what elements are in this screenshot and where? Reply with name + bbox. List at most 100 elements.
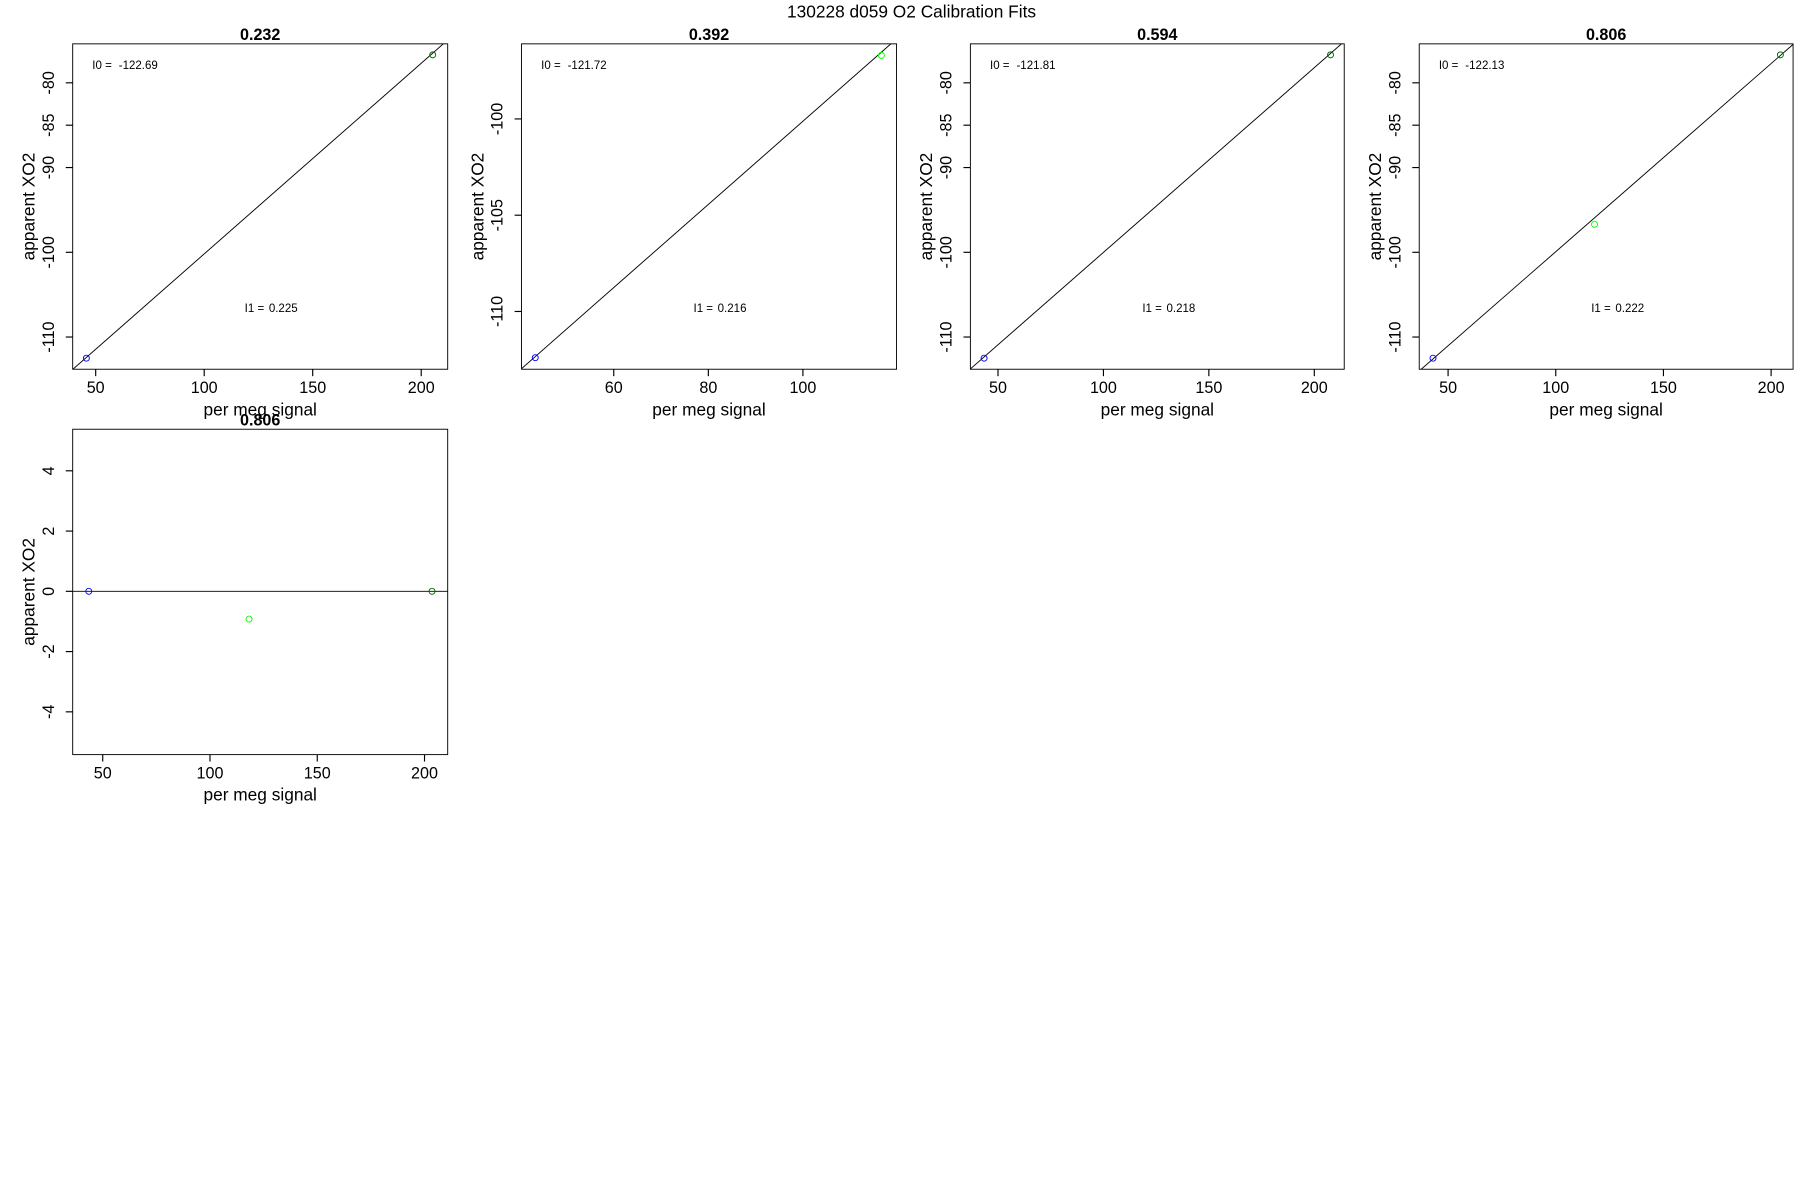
y-tick-label: -80 <box>938 71 956 94</box>
panel: 0.806 per meg signal apparent XO2 50 100 150 2… <box>19 411 449 805</box>
y-tick-label: -110 <box>40 321 58 352</box>
x-tick-label: 200 <box>1758 379 1785 397</box>
fit-annotation: I1 = 0.216 <box>694 303 747 315</box>
x-tick-label: 150 <box>1195 379 1222 397</box>
annotation-label: I1 = <box>694 303 714 315</box>
fit-annotation: I1 = 0.225 <box>245 303 298 315</box>
plot-frame <box>969 43 1345 370</box>
panel-title: 0.232 <box>240 26 280 44</box>
annotation-value: -121.72 <box>568 60 607 72</box>
figure-title: 130228 d059 O2 Calibration Fits <box>787 1 1036 21</box>
plot-frame <box>1418 43 1794 370</box>
plot-frame <box>72 43 449 370</box>
annotation-value: -122.13 <box>1465 60 1504 72</box>
y-tick-label: -100 <box>489 103 507 135</box>
y-tick-label: -100 <box>40 236 58 268</box>
x-tick-label: 100 <box>191 379 218 397</box>
point <box>245 615 253 623</box>
y-tick-label: -85 <box>938 114 956 137</box>
point <box>1429 354 1437 362</box>
y-tick-label: -4 <box>40 705 58 719</box>
y-tick-label: -100 <box>938 236 956 268</box>
y-tick-label: 0 <box>40 587 58 596</box>
x-axis-label: per meg signal <box>1101 399 1214 419</box>
x-tick-label: 200 <box>1301 379 1328 397</box>
fit-line <box>1420 44 1794 370</box>
point <box>1591 220 1598 228</box>
x-tick-label: 80 <box>699 379 717 397</box>
panel: 0.392 per meg signal apparent XO2 60 80 100 -1… <box>467 26 897 419</box>
x-tick-label: 50 <box>989 379 1007 397</box>
point <box>980 354 988 362</box>
plot-frame <box>521 43 897 370</box>
fit-annotation: I0 = -122.69 <box>92 60 158 72</box>
fit-line <box>970 43 1343 370</box>
y-tick-label: -80 <box>1386 71 1404 94</box>
annotation-value: -122.69 <box>119 60 158 72</box>
x-tick-label: 100 <box>789 379 816 397</box>
y-tick-label: -100 <box>1386 236 1404 268</box>
y-axis-label: apparent XO2 <box>467 153 487 261</box>
point <box>1776 51 1784 59</box>
x-tick-label: 60 <box>605 379 623 397</box>
fit-annotation: I0 = -121.72 <box>541 60 607 72</box>
fit-line <box>72 43 445 370</box>
x-tick-label: 50 <box>1439 379 1457 397</box>
y-tick-label: -85 <box>40 114 58 137</box>
panel-title: 0.806 <box>1586 26 1626 44</box>
y-axis-label: apparent XO2 <box>19 538 39 646</box>
y-tick-label: -80 <box>40 71 58 94</box>
fit-annotation: I1 = 0.218 <box>1142 303 1195 315</box>
y-tick-label: -85 <box>1386 114 1404 137</box>
annotation-value: 0.225 <box>269 303 298 315</box>
y-tick-label: 4 <box>40 466 58 475</box>
y-tick-label: 2 <box>40 527 58 536</box>
point <box>85 587 93 595</box>
y-tick-label: -110 <box>1386 321 1404 352</box>
x-axis-label: per meg signal <box>652 399 765 419</box>
y-tick-label: -90 <box>40 156 58 179</box>
panel-title: 0.806 <box>240 411 280 429</box>
x-tick-label: 100 <box>1542 379 1569 397</box>
x-axis-label: per meg signal <box>1549 399 1662 419</box>
y-tick-label: -90 <box>1386 156 1404 179</box>
annotation-label: I0 = <box>990 60 1010 72</box>
point <box>1327 51 1334 59</box>
annotation-label: I0 = <box>1439 60 1459 72</box>
y-axis-label: apparent XO2 <box>19 153 39 261</box>
x-tick-label: 150 <box>1650 379 1677 397</box>
annotation-value: 0.222 <box>1615 303 1644 315</box>
x-tick-label: 100 <box>1090 379 1117 397</box>
fit-annotation: I0 = -122.13 <box>1439 60 1505 72</box>
x-tick-label: 100 <box>197 764 224 782</box>
annotation-label: I1 = <box>1591 303 1611 315</box>
panel: 0.806 per meg signal apparent XO2 50 100 150 2… <box>1365 26 1794 419</box>
annotation-label: I1 = <box>1142 303 1162 315</box>
x-tick-label: 50 <box>87 379 105 397</box>
point <box>877 51 885 59</box>
fit-annotation: I0 = -121.81 <box>990 60 1056 72</box>
y-axis-label: apparent XO2 <box>916 153 936 261</box>
x-tick-label: 200 <box>408 379 435 397</box>
x-tick-label: 200 <box>411 764 438 782</box>
annotation-label: I0 = <box>541 60 561 72</box>
fit-annotation: I1 = 0.222 <box>1591 303 1644 315</box>
plot-frame <box>72 428 449 756</box>
y-tick-label: -90 <box>938 156 956 179</box>
annotation-value: -121.81 <box>1016 60 1055 72</box>
x-axis-label: per meg signal <box>203 785 316 805</box>
annotation-label: I0 = <box>92 60 112 72</box>
y-tick-label: -110 <box>489 296 507 327</box>
point <box>82 354 90 362</box>
panel-title: 0.594 <box>1137 26 1177 44</box>
point <box>429 51 437 59</box>
annotation-label: I1 = <box>245 303 265 315</box>
x-tick-label: 150 <box>299 379 326 397</box>
y-tick-label: -105 <box>489 199 507 231</box>
panel: 0.594 per meg signal apparent XO2 50 100 150 2… <box>916 26 1345 419</box>
point <box>428 587 436 595</box>
y-tick-label: -2 <box>40 644 58 658</box>
x-tick-label: 150 <box>304 764 331 782</box>
